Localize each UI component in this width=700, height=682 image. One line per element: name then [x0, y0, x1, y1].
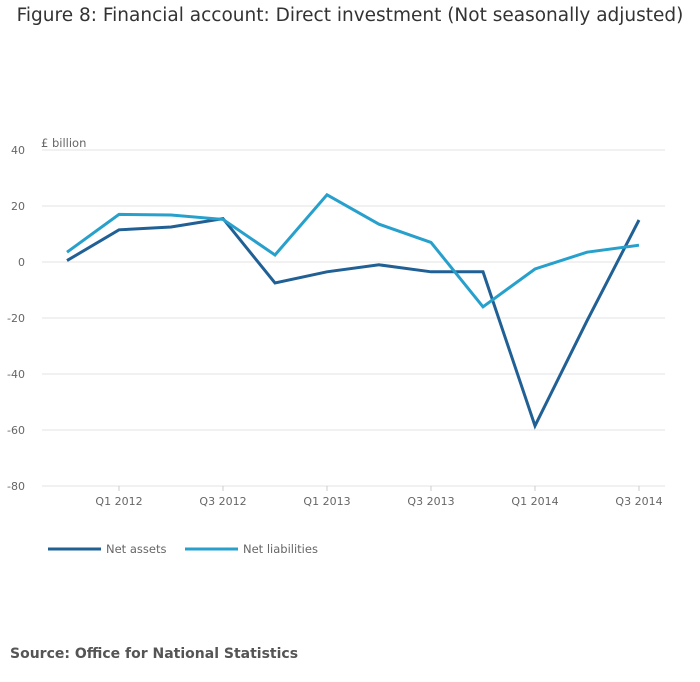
x-tick-label: Q1 2014	[511, 495, 558, 508]
y-tick-label: -80	[7, 480, 25, 493]
series-line-net-assets	[66, 216, 641, 430]
axes: 40 20 0 -20 -40 -60 -80 £ billion Q1 2012 Q3 2012…	[7, 136, 663, 508]
legend: Net assets Net liabilities	[48, 542, 318, 556]
x-tick-label: Q3 2014	[615, 495, 662, 508]
y-tick-label: 0	[18, 256, 25, 269]
x-tick-label: Q3 2012	[199, 495, 246, 508]
x-tick-label: Q1 2012	[95, 495, 142, 508]
legend-label-net-assets: Net assets	[106, 542, 166, 556]
x-tick-label: Q1 2013	[303, 495, 350, 508]
y-tick-label: 20	[11, 200, 25, 213]
chart-title: Figure 8: Financial account: Direct inve…	[16, 5, 684, 26]
x-tick-label: Q3 2013	[407, 495, 454, 508]
y-axis-label: £ billion	[41, 136, 86, 150]
y-tick-label: 40	[11, 144, 25, 157]
series-lines	[66, 192, 641, 430]
y-tick-label: -40	[7, 368, 25, 381]
source-note: Source: Office for National Statistics	[10, 646, 299, 662]
y-tick-label: -20	[7, 312, 25, 325]
line-chart: 40 20 0 -20 -40 -60 -80 £ billion Q1 2012 Q3 2012…	[7, 136, 665, 556]
gridlines	[42, 149, 665, 487]
legend-label-net-liabilities: Net liabilities	[243, 542, 318, 556]
series-line-net-liabilities	[66, 192, 640, 309]
y-tick-label: -60	[7, 424, 25, 437]
